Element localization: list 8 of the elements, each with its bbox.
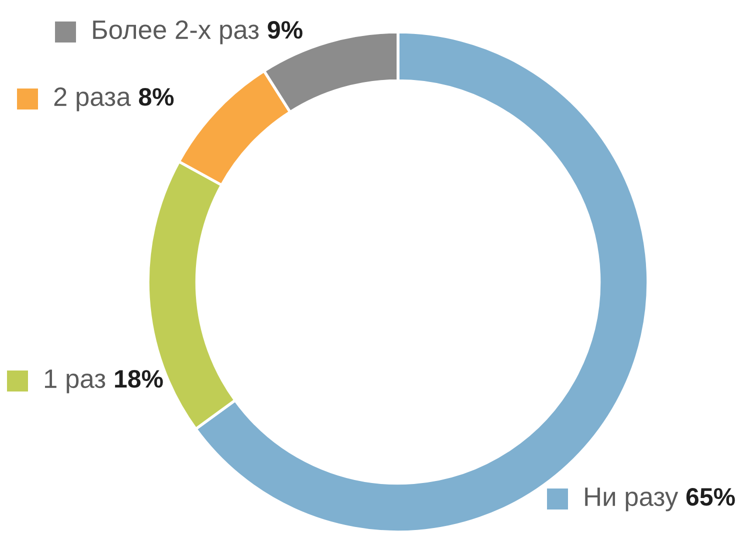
data-label: 18% <box>115 370 163 388</box>
data-label: 9% <box>268 21 302 39</box>
legend-label: 1 раз <box>45 370 106 394</box>
legend-label: Ни разу <box>585 488 678 512</box>
legend-label: 2 раза <box>54 87 131 112</box>
data-label: 65% <box>686 488 735 506</box>
data-label: 8% <box>138 88 174 106</box>
legend-label: Более 2-х раз <box>93 20 259 44</box>
